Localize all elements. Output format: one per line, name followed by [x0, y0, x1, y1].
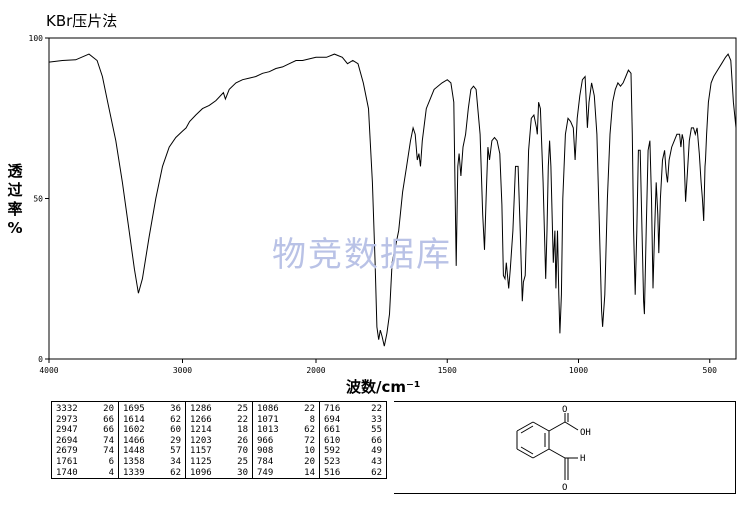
peak-row: 1157 70 [190, 446, 248, 457]
peak-row: 716 22 [324, 404, 382, 414]
x-tick-label: 4000 [39, 366, 58, 375]
x-tick-label: 3000 [173, 366, 192, 375]
peak-row: 1203 26 [190, 435, 248, 446]
peak-column-5: 716 22 694 33 661 55 610 66 592 49 523 43 516 6… [319, 400, 387, 480]
y-axis-label-char: 过 [7, 181, 23, 199]
benzene-ring [516, 421, 550, 459]
aldehyde-oxygen-label: O [562, 483, 567, 493]
peak-row: 1013 62 [257, 425, 315, 436]
peak-row: 592 49 [324, 446, 382, 457]
x-axis-ticks: 4000 3000 2000 1500 1000 500 [39, 359, 717, 375]
peak-column-1: 3332 20 2973 66 2947 66 2694 74 2679 74 1761 6… [51, 400, 119, 480]
y-axis-label-char: 透 [7, 162, 23, 180]
peak-column-4: 1086 22 1071 8 1013 62 966 72 908 10 784 20 74… [252, 400, 320, 480]
peak-row: 2679 74 [56, 446, 114, 457]
peak-row: 1286 25 [190, 404, 248, 414]
y-axis-ticks: 0 50 100 [29, 34, 49, 364]
peak-column-2: 1695 36 1614 62 1602 60 1466 29 1448 57 1358 3… [118, 400, 186, 480]
hydroxyl-label: OH [580, 428, 591, 438]
peak-row: 1086 22 [257, 404, 315, 414]
y-axis-label: 透 过 率 % [6, 162, 24, 238]
peak-row: 908 10 [257, 446, 315, 457]
peak-column-3: 1286 25 1266 22 1214 18 1203 26 1157 70 1125 2… [185, 400, 253, 480]
structure-panel: O OH H O [394, 401, 736, 494]
peak-row: 966 72 [257, 435, 315, 446]
peak-row: 3332 20 [56, 404, 114, 414]
peak-row: 610 66 [324, 435, 382, 446]
peak-row: 1214 18 [190, 425, 248, 436]
peak-row: 694 33 [324, 414, 382, 425]
peak-row: 1096 30 [190, 467, 248, 478]
peak-row: 516 62 [324, 467, 382, 478]
peak-row: 1466 29 [123, 435, 181, 446]
y-tick-label: 0 [38, 355, 43, 364]
peak-row: 661 55 [324, 425, 382, 436]
peak-row: 1071 8 [257, 414, 315, 425]
peak-row: 2947 66 [56, 425, 114, 436]
peak-row: 1602 60 [123, 425, 181, 436]
x-axis-label: 波数/cm⁻¹ [346, 378, 421, 396]
peak-row: 1266 22 [190, 414, 248, 425]
peak-row: 1125 25 [190, 456, 248, 467]
x-tick-label: 500 [703, 366, 718, 375]
x-tick-label: 1500 [438, 366, 457, 375]
y-axis-label-char: 率 [7, 200, 23, 218]
watermark-text: 物竞数据库 [272, 235, 452, 275]
peak-row: 1695 36 [123, 404, 181, 414]
carboxyl-bonds [548, 413, 579, 432]
carbonyl-oxygen-label: O [562, 405, 567, 415]
y-axis-label-char: % [7, 219, 23, 237]
molecule-structure: O OH H O [516, 405, 591, 493]
transmittance-series-line [48, 53, 737, 347]
aldehyde-hydrogen-label: H [580, 454, 585, 464]
x-tick-label: 1000 [569, 366, 588, 375]
x-tick-label: 2000 [306, 366, 325, 375]
peak-row: 2694 74 [56, 435, 114, 446]
peak-row: 1761 6 [56, 456, 114, 467]
y-tick-label: 50 [33, 195, 43, 204]
peak-row: 749 14 [257, 467, 315, 478]
peak-row: 1448 57 [123, 446, 181, 457]
peak-row: 1614 62 [123, 414, 181, 425]
peak-row: 784 20 [257, 456, 315, 467]
peak-row: 2973 66 [56, 414, 114, 425]
aldehyde-bonds [548, 448, 578, 480]
method-title: KBr压片法 [46, 12, 118, 30]
peak-table: 3332 20 2973 66 2947 66 2694 74 2679 74 1761 6… [51, 400, 387, 480]
peak-row: 1339 62 [123, 467, 181, 478]
peak-row: 1358 34 [123, 456, 181, 467]
peak-row: 523 43 [324, 456, 382, 467]
y-tick-label: 100 [29, 34, 44, 43]
peak-row: 1740 4 [56, 467, 114, 478]
ir-spectrum-chart: 0 50 100 4000 3000 2000 1500 1000 500 [29, 34, 737, 375]
